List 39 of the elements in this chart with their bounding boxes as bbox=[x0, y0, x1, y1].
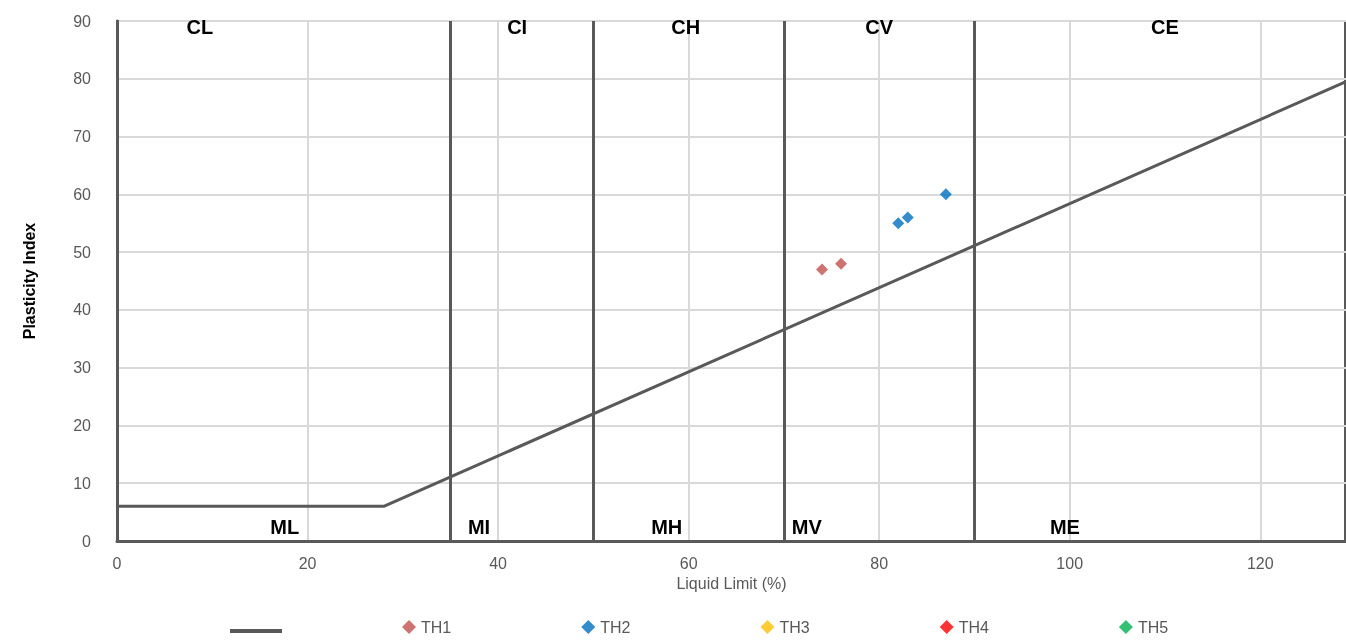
annotation: ME bbox=[1049, 516, 1080, 539]
x-tick-label: 80 bbox=[870, 554, 889, 572]
legend-label: TH5 bbox=[1137, 618, 1169, 636]
y-tick-label: 50 bbox=[73, 243, 92, 261]
point bbox=[816, 263, 829, 276]
x-tick-label: 100 bbox=[1056, 554, 1084, 572]
annotation: CV bbox=[865, 16, 894, 39]
y-tick-label: 70 bbox=[73, 128, 92, 146]
point bbox=[835, 257, 848, 270]
legend-label: TH4 bbox=[958, 618, 990, 636]
x-tick-label: 40 bbox=[489, 554, 508, 572]
annotation: MV bbox=[791, 516, 823, 539]
y-tick-label: 60 bbox=[73, 185, 92, 203]
x-tick-label: 20 bbox=[298, 554, 317, 572]
annotation: CE bbox=[1151, 16, 1179, 39]
x-tick-label: 60 bbox=[679, 554, 698, 572]
point bbox=[901, 211, 914, 224]
annotation: CL bbox=[186, 16, 214, 39]
x-tick-label: 120 bbox=[1246, 554, 1274, 572]
legend-label: TH3 bbox=[779, 618, 810, 636]
annotation: CI bbox=[507, 16, 528, 39]
legend-label: TH2 bbox=[600, 618, 631, 636]
annotation: MH bbox=[651, 516, 683, 539]
y-axis-title: Plasticity Index bbox=[20, 222, 38, 340]
x-tick-label: 0 bbox=[112, 554, 122, 572]
point bbox=[892, 217, 905, 230]
point bbox=[939, 188, 952, 201]
y-tick-label: 30 bbox=[73, 359, 92, 377]
y-tick-label: 20 bbox=[73, 416, 92, 434]
y-tick-label: 0 bbox=[82, 532, 92, 550]
annotation: MI bbox=[467, 516, 491, 539]
y-tick-label: 80 bbox=[73, 70, 92, 88]
annotation: ML bbox=[270, 516, 300, 539]
y-tick-label: 40 bbox=[73, 301, 92, 319]
legend-label: TH1 bbox=[421, 618, 452, 636]
annotation: CH bbox=[671, 16, 701, 39]
x-axis-title: Liquid Limit (%) bbox=[676, 575, 787, 593]
y-tick-label: 90 bbox=[73, 12, 92, 30]
y-tick-label: 10 bbox=[73, 474, 92, 492]
